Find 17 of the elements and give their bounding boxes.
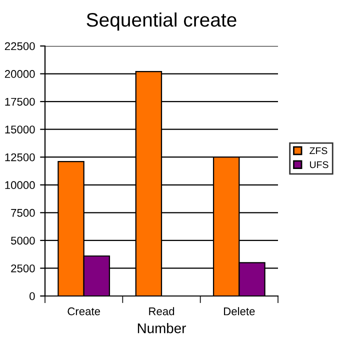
legend-label: UFS <box>310 161 328 168</box>
y-tick-label: 20000 <box>4 70 35 78</box>
y-tick-label: 10000 <box>5 181 35 190</box>
y-tick-label: 7500 <box>11 208 35 217</box>
y-tick-label: 5000 <box>11 236 35 245</box>
y-tick-label: 12500 <box>5 153 35 162</box>
y-tick-label: 22500 <box>4 42 35 50</box>
x-tick-label: Delete <box>224 307 255 316</box>
y-tick-label: 17500 <box>5 98 35 106</box>
x-tick-label: Read <box>149 307 174 316</box>
x-axis-title: Number <box>138 323 186 334</box>
y-tick-label: 2500 <box>11 264 35 272</box>
y-tick-label: 15000 <box>5 126 35 134</box>
legend-label: ZFS <box>310 147 328 154</box>
chart-title: Sequential create <box>86 12 236 31</box>
y-tick-label: 0 <box>30 292 35 300</box>
x-tick-label: Create <box>68 307 100 316</box>
